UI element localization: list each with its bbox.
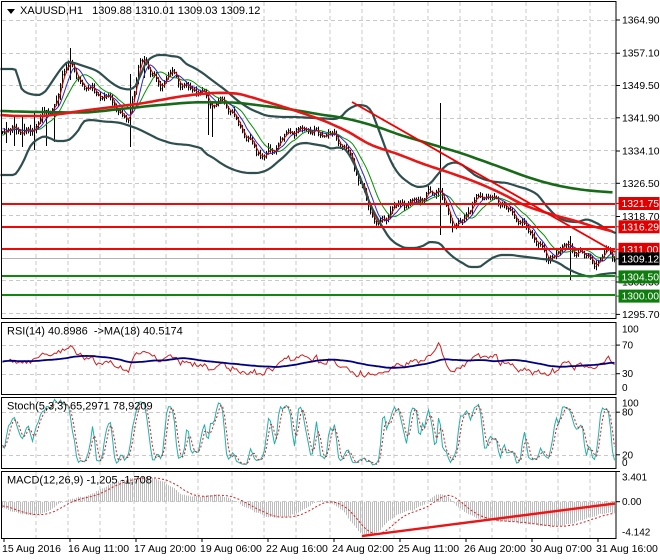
svg-text:17 Aug 20:00: 17 Aug 20:00	[134, 543, 196, 555]
svg-text:1341.90: 1341.90	[622, 113, 660, 124]
svg-text:1304.50: 1304.50	[622, 272, 660, 283]
svg-text:1295.70: 1295.70	[622, 310, 660, 321]
svg-text:100: 100	[622, 399, 639, 410]
svg-text:1321.75: 1321.75	[622, 199, 660, 210]
svg-text:1311.00: 1311.00	[622, 245, 659, 256]
svg-text:25 Aug 11:00: 25 Aug 11:00	[398, 543, 459, 555]
svg-text:1357.10: 1357.10	[622, 49, 660, 60]
svg-text:19 Aug 06:00: 19 Aug 06:00	[200, 543, 262, 555]
svg-text:1309.12: 1309.12	[622, 254, 660, 265]
svg-text:MACD(12,26,9) -1,205 -1,708: MACD(12,26,9) -1,205 -1,708	[7, 475, 152, 487]
svg-text:80: 80	[622, 408, 634, 419]
svg-text:1300.00: 1300.00	[622, 292, 660, 303]
svg-text:100: 100	[622, 325, 639, 336]
svg-text:1326.50: 1326.50	[622, 179, 660, 190]
svg-text:30 Aug 07:00: 30 Aug 07:00	[530, 543, 592, 555]
svg-text:1349.50: 1349.50	[622, 81, 660, 92]
svg-text:20: 20	[622, 450, 634, 461]
svg-text:15 Aug 2016: 15 Aug 2016	[2, 543, 61, 555]
svg-text:16 Aug 11:00: 16 Aug 11:00	[68, 543, 129, 555]
svg-text:70: 70	[622, 341, 634, 352]
svg-text:1316.29: 1316.29	[622, 222, 660, 233]
svg-text:22 Aug 16:00: 22 Aug 16:00	[266, 543, 328, 555]
svg-text:-4.142: -4.142	[622, 528, 651, 539]
svg-text:1364.90: 1364.90	[622, 16, 660, 27]
svg-text:0.00: 0.00	[622, 497, 642, 508]
svg-text:1318.70: 1318.70	[622, 212, 660, 223]
svg-text:0: 0	[622, 383, 628, 394]
svg-text:1334.10: 1334.10	[622, 147, 660, 158]
svg-text:RSI(14) 40.8986 ->MA(18) 40.5: RSI(14) 40.8986 ->MA(18) 40.5174	[7, 326, 183, 338]
svg-text:30: 30	[622, 369, 634, 380]
svg-text:31 Aug 16:00: 31 Aug 16:00	[596, 543, 658, 555]
svg-text:Stoch(5,3,3) 65,2971 78,9209: Stoch(5,3,3) 65,2971 78,9209	[7, 401, 153, 413]
svg-text:3.401: 3.401	[622, 473, 647, 484]
svg-text:24 Aug 02:00: 24 Aug 02:00	[332, 543, 394, 555]
svg-text:XAUUSD,H1 1309.88 1310.01 13: XAUUSD,H1 1309.88 1310.01 1309.03 1309.1…	[20, 5, 260, 17]
svg-text:0: 0	[622, 458, 628, 469]
svg-text:26 Aug 20:00: 26 Aug 20:00	[464, 543, 526, 555]
